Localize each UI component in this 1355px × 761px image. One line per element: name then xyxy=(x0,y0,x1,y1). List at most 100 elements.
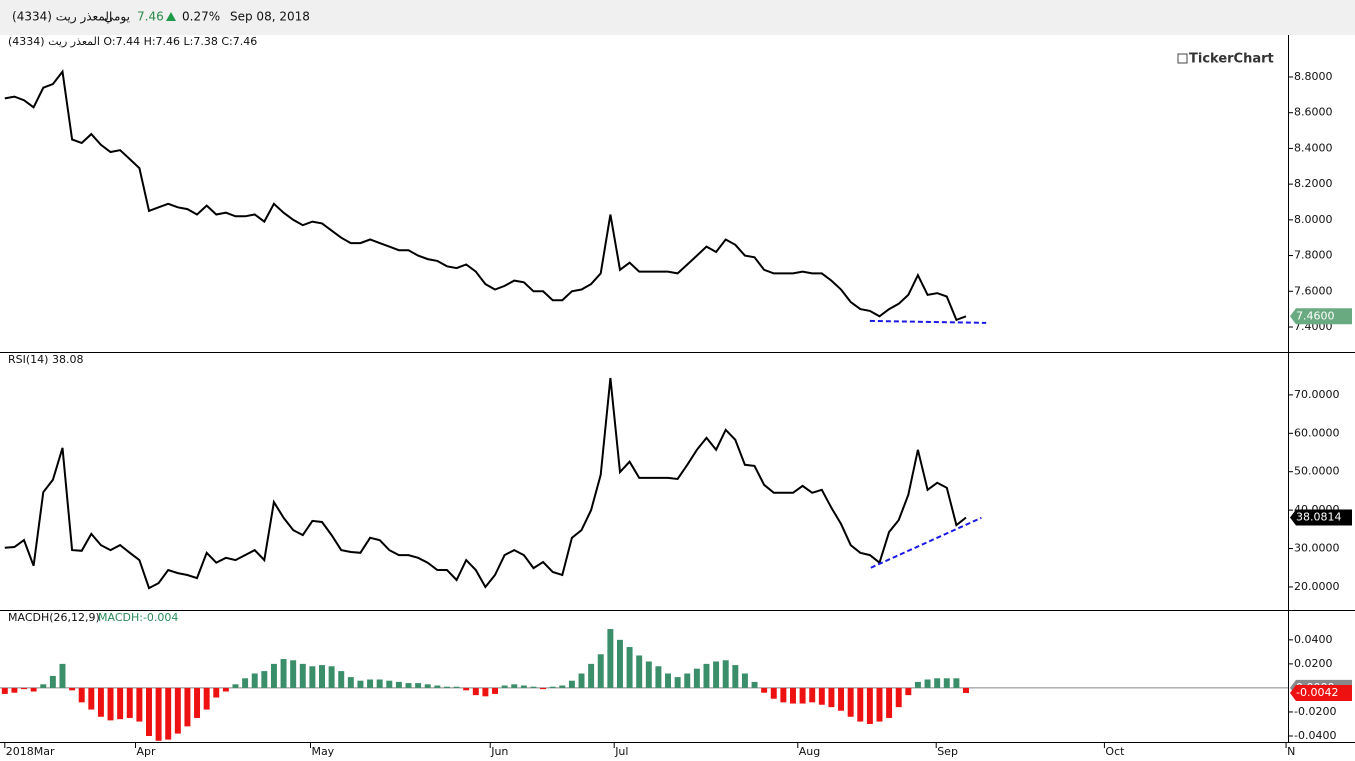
histogram-bar xyxy=(963,687,969,693)
histogram-bar xyxy=(741,673,748,688)
histogram-bar xyxy=(88,687,95,710)
histogram-bar xyxy=(136,687,143,722)
symbol-name: المعذر ريت (4334) xyxy=(12,10,112,25)
last-value-label: 7.4600 xyxy=(1296,309,1335,322)
y-tick-label: 8.2000 xyxy=(1294,177,1333,190)
y-tick-label: 7.8000 xyxy=(1294,249,1333,262)
histogram-bar xyxy=(645,661,652,688)
histogram-bar xyxy=(703,663,710,688)
x-tick-label: Aug xyxy=(799,745,820,758)
histogram-bar xyxy=(424,684,431,688)
histogram-bar xyxy=(943,678,950,688)
histogram-bar xyxy=(905,687,912,696)
brand-icon xyxy=(1177,53,1188,64)
histogram-bar xyxy=(30,687,37,692)
y-tick-label: 0.0200 xyxy=(1294,657,1333,670)
histogram-bar xyxy=(194,687,201,718)
histogram-bar xyxy=(347,677,354,688)
x-tick-label: 2018Mar xyxy=(6,745,55,758)
histogram-bar xyxy=(290,660,297,688)
x-tick-label: N xyxy=(1287,745,1295,758)
price-line xyxy=(4,69,967,322)
last-value-label: -0.0042 xyxy=(1296,686,1338,699)
histogram-bar xyxy=(453,686,460,688)
histogram-bar xyxy=(886,687,893,718)
histogram-bar xyxy=(443,686,450,688)
date: Sep 08, 2018 xyxy=(230,10,310,24)
histogram-bar xyxy=(1,687,8,694)
histogram-bar xyxy=(395,681,402,688)
histogram-bar xyxy=(203,687,210,710)
x-tick-label: Apr xyxy=(137,745,157,758)
histogram-bar xyxy=(520,685,527,688)
histogram-bar xyxy=(405,683,412,688)
histogram-bar xyxy=(626,647,633,688)
histogram-bar xyxy=(319,665,325,688)
histogram-bar xyxy=(174,687,181,734)
histogram-bar xyxy=(463,687,470,691)
histogram-bar xyxy=(684,673,691,688)
x-tick-label: Jul xyxy=(614,745,628,758)
y-tick-label: -0.0400 xyxy=(1294,729,1336,742)
y-tick-label: 30.0000 xyxy=(1294,542,1340,555)
y-tick-label: 7.6000 xyxy=(1294,284,1333,297)
x-tick-label: May xyxy=(311,745,334,758)
histogram-bar xyxy=(338,671,345,688)
histogram-bar xyxy=(309,666,316,688)
histogram-bar xyxy=(270,663,277,688)
histogram-bar xyxy=(693,668,700,688)
last-value-box xyxy=(1290,684,1352,701)
trend-line xyxy=(870,516,982,569)
y-tick-label: 0.0400 xyxy=(1294,633,1333,646)
last-value-label: 38.0814 xyxy=(1296,510,1342,523)
histogram-bar xyxy=(780,687,787,703)
histogram-bar xyxy=(492,687,498,694)
histogram-bar xyxy=(126,687,133,718)
x-tick-label: Jun xyxy=(490,745,508,758)
histogram-bar xyxy=(386,680,393,688)
histogram-bar xyxy=(655,666,662,688)
histogram-bar xyxy=(97,687,104,717)
histogram-bar xyxy=(770,687,777,699)
histogram-bar xyxy=(530,686,537,688)
histogram-bar xyxy=(357,680,364,688)
y-tick-label: 8.8000 xyxy=(1294,70,1333,83)
histogram-bar xyxy=(857,687,864,722)
histogram-bar xyxy=(790,687,796,704)
y-tick-label: 20.0000 xyxy=(1294,580,1340,593)
histogram-bar xyxy=(578,673,585,688)
histogram-bar xyxy=(251,673,258,688)
histogram-bar xyxy=(934,678,941,688)
histogram-bar xyxy=(78,687,85,703)
histogram-bar xyxy=(568,680,575,688)
histogram-bar xyxy=(328,666,335,688)
histogram-bar xyxy=(117,687,124,720)
histogram-bar xyxy=(299,663,306,688)
x-tick-label: Oct xyxy=(1105,745,1125,758)
histogram-bar xyxy=(636,655,643,688)
histogram-bar xyxy=(376,679,383,688)
histogram-bar xyxy=(155,687,162,741)
histogram-bar xyxy=(665,673,672,688)
histogram-bar xyxy=(616,639,623,688)
histogram-bar xyxy=(11,687,18,693)
last-price: 7.46 xyxy=(137,10,164,24)
histogram-bar xyxy=(242,678,249,688)
histogram-bar xyxy=(501,685,508,688)
histogram-bar xyxy=(482,687,489,697)
histogram-bar xyxy=(69,687,76,691)
histogram-bar xyxy=(49,675,56,688)
histogram-bar xyxy=(674,677,681,688)
histogram-bar xyxy=(953,678,960,688)
header-bar xyxy=(0,0,1355,35)
histogram-bar xyxy=(713,661,720,688)
histogram-bar xyxy=(828,687,835,708)
histogram-bar xyxy=(761,687,768,693)
histogram-bar xyxy=(732,665,739,688)
histogram-bar xyxy=(21,687,28,690)
histogram-bar xyxy=(914,681,921,688)
up-arrow xyxy=(166,12,176,21)
histogram-bar xyxy=(588,663,595,688)
